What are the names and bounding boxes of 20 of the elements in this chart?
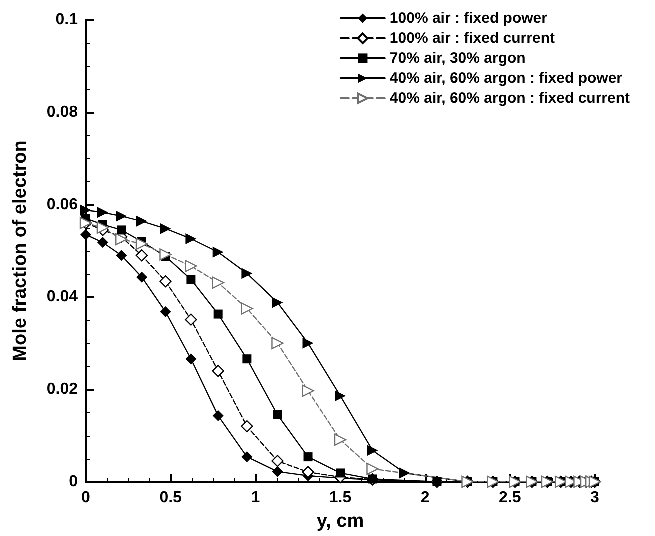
y-tick-label: 0.06	[46, 196, 78, 214]
x-tick-label: 0	[82, 490, 91, 506]
x-axis-title: y, cm	[316, 511, 364, 532]
legend-label: 100% air : fixed current	[390, 30, 555, 47]
x-tick-label: 3	[590, 490, 600, 506]
legend-label: 100% air : fixed power	[390, 10, 548, 27]
x-tick-label: 1.5	[329, 490, 352, 506]
legend-label: 40% air, 60% argon : fixed current	[390, 90, 630, 107]
legend-label: 70% air, 30% argon	[390, 50, 526, 67]
x-tick-label: 2	[420, 490, 430, 506]
y-tick-label: 0.02	[46, 381, 78, 398]
x-tick-label: 1	[251, 490, 260, 506]
y-tick-label: 0.04	[46, 288, 78, 306]
x-tick-label: 0.5	[160, 490, 182, 506]
legend-label: 40% air, 60% argon : fixed power	[390, 70, 623, 87]
y-axis-title: Mole fraction of electron	[10, 140, 31, 362]
x-tick-label: 2.5	[499, 490, 522, 506]
y-tick-label: 0	[69, 474, 78, 490]
y-tick-label: 0.08	[46, 104, 78, 121]
y-tick-label: 0.1	[56, 12, 78, 28]
